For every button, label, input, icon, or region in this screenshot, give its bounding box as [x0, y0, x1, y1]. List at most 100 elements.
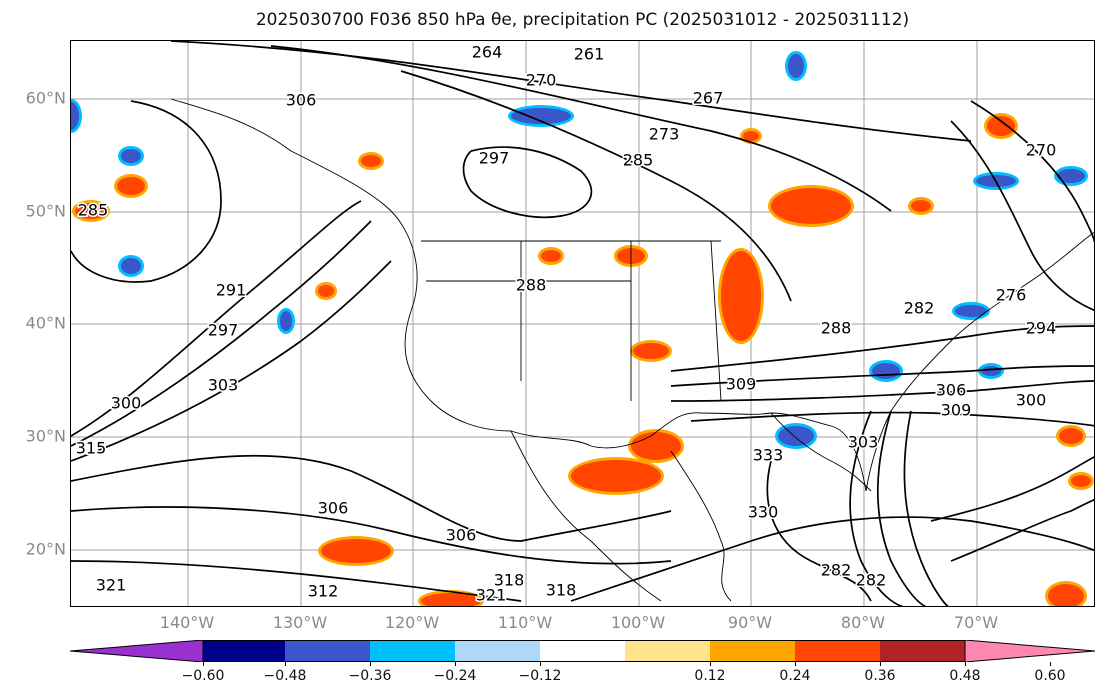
- precip-positive-area: [721, 251, 761, 341]
- precip-negative-area: [121, 258, 141, 274]
- map-canvas: 264 261 270 267 273 285 297 288 285 291 297 303 300 3…: [71, 41, 1094, 606]
- coastline: [510, 430, 662, 602]
- coastline: [421, 240, 722, 402]
- contour-label: 300: [1016, 391, 1047, 410]
- colorbar: [70, 640, 1095, 662]
- colorbar-tick-label: 0.12: [694, 668, 726, 684]
- theta-e-contour: [462, 146, 593, 219]
- contour-label: 270: [1026, 141, 1057, 160]
- contour-label: 303: [208, 376, 239, 395]
- theta-e-contour: [670, 380, 1094, 402]
- colorbar-swatch: [880, 640, 965, 662]
- colorbar-swatch: [370, 640, 455, 662]
- theta-e-contour: [903, 410, 949, 606]
- map-panel[interactable]: 264 261 270 267 273 285 297 288 285 291 297 303 300 3…: [70, 40, 1095, 607]
- precip-positive-area: [1048, 584, 1084, 606]
- contour-label: 288: [516, 276, 547, 295]
- theta-e-contour: [970, 100, 1094, 243]
- contour-label: 321: [476, 586, 507, 605]
- precip-positive-area: [571, 460, 661, 492]
- longitude-label: 120°W: [384, 613, 440, 632]
- contour-labels: 264 261 270 267 273 285 297 288 285 291 297 303 300 3…: [74, 41, 1058, 606]
- longitude-label: 70°W: [953, 613, 999, 632]
- precip-positive-area: [1071, 475, 1091, 487]
- latitude-label: 20°N: [25, 539, 66, 559]
- theta-e-contour: [400, 70, 792, 302]
- contour-label: 267: [693, 89, 724, 108]
- latitude-label: 30°N: [25, 426, 66, 446]
- precip-negative-area: [511, 108, 571, 124]
- colorbar-tick-label: −0.12: [518, 668, 562, 684]
- longitude-label: 100°W: [610, 613, 666, 632]
- colorbar-tick-mark: [285, 662, 286, 666]
- contour-label: 333: [753, 446, 784, 465]
- colorbar-tick-mark: [710, 662, 711, 666]
- latitude-label: 40°N: [25, 313, 66, 333]
- precip-positive-area: [75, 203, 107, 219]
- latitude-label: 50°N: [25, 201, 66, 221]
- precip-positive-area: [361, 155, 381, 167]
- precip-positive-area: [987, 116, 1015, 136]
- precip-positive-area: [771, 188, 851, 224]
- colorbar-tick-mark: [880, 662, 881, 666]
- theta-e-contour: [71, 506, 672, 565]
- colorbar-swatch: [964, 640, 1095, 662]
- theta-e-contour: [570, 516, 1094, 602]
- theta-e-contour: [71, 220, 372, 447]
- contour-label: 318: [494, 571, 525, 590]
- theta-e-contour: [71, 100, 222, 283]
- theta-e-contour: [690, 411, 1094, 427]
- contour-label: 273: [649, 125, 680, 144]
- colorbar-tick-label: −0.48: [263, 668, 307, 684]
- colorbar-swatch: [455, 640, 540, 662]
- colorbar-swatch: [795, 640, 880, 662]
- precip-negative-area: [788, 54, 804, 78]
- theta-e-contour: [950, 120, 1094, 312]
- theta-e-contour: [876, 410, 927, 606]
- contour-label: 288: [821, 319, 852, 338]
- precip-negative-area: [280, 311, 292, 331]
- coastline: [865, 231, 1094, 492]
- colorbar-swatch: [70, 640, 204, 662]
- colorbar-tick-mark: [370, 662, 371, 666]
- contour-label: 300: [111, 394, 142, 413]
- coastline: [170, 98, 652, 449]
- contour-label: 306: [318, 499, 349, 518]
- latitude-label: 60°N: [25, 88, 66, 108]
- precip-negative-area: [955, 305, 987, 317]
- contour-label: 285: [623, 151, 654, 170]
- contour-label: 306: [446, 526, 477, 545]
- theta-e-contours: [71, 41, 1094, 606]
- contour-label: 285: [78, 201, 109, 220]
- theta-e-contour: [670, 365, 1094, 387]
- contour-label: 318: [546, 581, 577, 600]
- contour-label: 321: [96, 576, 127, 595]
- coastline: [670, 450, 732, 602]
- colorbar-tick-mark: [203, 662, 204, 666]
- colorbar-swatch: [285, 640, 370, 662]
- contour-label: 264: [472, 43, 503, 62]
- colorbar-swatch: [203, 640, 285, 662]
- colorbar-tick-label: −0.60: [181, 668, 225, 684]
- contour-label: 282: [821, 561, 852, 580]
- precip-negative-area: [778, 426, 814, 446]
- contour-label: 306: [286, 91, 317, 110]
- theta-e-contour: [71, 200, 362, 437]
- contour-label: 297: [479, 149, 510, 168]
- contour-label: 261: [574, 45, 605, 64]
- longitude-label: 80°W: [840, 613, 886, 632]
- contour-label: 309: [726, 375, 757, 394]
- colorbar-tick-mark: [1050, 662, 1051, 666]
- theta-e-contour: [71, 454, 672, 542]
- contour-label: 315: [76, 439, 107, 458]
- coastline: [770, 412, 872, 492]
- colorbar-tick-label: 0.48: [949, 668, 981, 684]
- precip-negative-area: [981, 366, 1001, 376]
- precip-positive-area: [911, 200, 931, 212]
- precip-negative-area: [71, 102, 79, 130]
- precip-positive-area: [541, 250, 561, 262]
- contour-label: 282: [904, 299, 935, 318]
- theta-e-contour: [71, 560, 522, 602]
- contour-label: 303: [848, 433, 879, 452]
- theta-e-contour: [270, 45, 892, 212]
